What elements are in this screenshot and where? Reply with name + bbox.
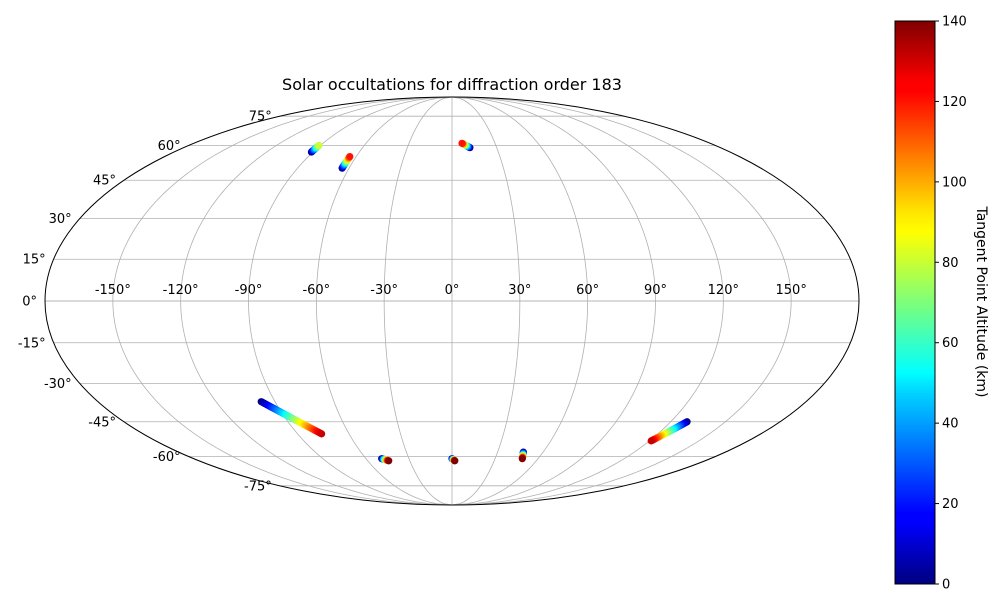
latitude-tick-label: 45° xyxy=(93,174,116,189)
occultation-point xyxy=(518,455,526,463)
colorbar-tick-label: 60 xyxy=(942,336,959,351)
colorbar-tick-label: 140 xyxy=(942,15,967,30)
longitude-tick-label: -90° xyxy=(235,283,263,298)
latitude-tick-label: 15° xyxy=(23,253,46,268)
latitude-tick-label: -75° xyxy=(244,479,272,494)
occultation-point xyxy=(317,430,326,438)
latitude-tick-label: -45° xyxy=(88,415,116,430)
colorbar-tick-label: 40 xyxy=(942,417,959,432)
colorbar: 0 20 40 60 80 100 120 140 Tangent Point Altitud… xyxy=(894,15,989,593)
longitude-tick-label: 60° xyxy=(576,283,599,298)
latitude-tick-label: 75° xyxy=(249,110,272,125)
occultation-point xyxy=(346,152,354,161)
occultation-point xyxy=(647,437,655,445)
latitude-tick-label: -15° xyxy=(18,336,46,351)
longitude-tick-label: 90° xyxy=(644,283,667,298)
latitude-tick-label: 60° xyxy=(158,139,181,154)
occultation-point xyxy=(458,139,466,147)
longitude-tick-label: -60° xyxy=(302,283,330,298)
latitude-tick-labels: 75° 60° 45° 30° 15° 0° -15° -30° -45° -60° -75° xyxy=(18,110,272,495)
colorbar-tick-label: 120 xyxy=(942,95,967,110)
longitude-tick-labels: -150° -120° -90° -60° -30° 0° 30° 60° 90° 120° 150… xyxy=(95,283,807,298)
longitude-tick-label: -150° xyxy=(95,283,131,298)
latitude-tick-label: 0° xyxy=(22,295,37,310)
colorbar-tick-label: 80 xyxy=(942,256,959,271)
chart-title: Solar occultations for diffraction order… xyxy=(282,75,622,94)
longitude-tick-label: 150° xyxy=(776,283,807,298)
longitude-tick-label: 120° xyxy=(708,283,739,298)
colorbar-gradient xyxy=(894,20,936,585)
colorbar-tick-label: 0 xyxy=(942,578,950,593)
longitude-tick-label: -120° xyxy=(163,283,199,298)
colorbar-tick-label: 100 xyxy=(942,175,967,190)
longitude-tick-label: 30° xyxy=(508,283,531,298)
occultation-point xyxy=(451,457,459,465)
occultation-point xyxy=(385,457,393,465)
colorbar-tick-label: 20 xyxy=(942,497,959,512)
latitude-tick-label: -30° xyxy=(44,377,72,392)
occultation-points xyxy=(257,139,691,465)
latitude-tick-label: 30° xyxy=(49,212,72,227)
longitude-tick-label: 0° xyxy=(445,283,460,298)
longitude-tick-label: -30° xyxy=(370,283,398,298)
colorbar-label: Tangent Point Altitude (km) xyxy=(973,205,989,397)
map-boundary xyxy=(44,96,860,506)
occultation-point xyxy=(315,141,323,150)
colorbar-ticks: 0 20 40 60 80 100 120 140 xyxy=(935,15,967,593)
latitude-tick-label: -60° xyxy=(153,450,181,465)
graticule xyxy=(45,97,859,505)
